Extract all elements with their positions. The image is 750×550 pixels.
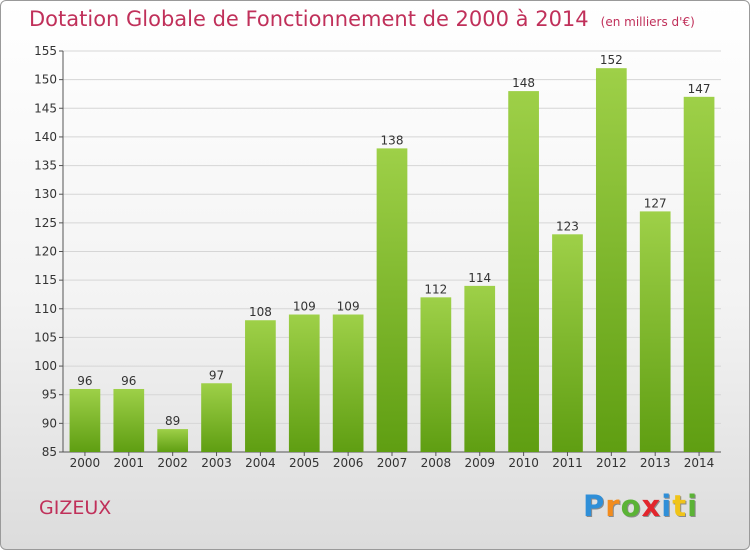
bar-value-label: 97: [209, 368, 224, 382]
x-tick-label: 2014: [684, 456, 715, 470]
x-tick-label: 2008: [421, 456, 452, 470]
logo-letter: P: [583, 489, 606, 523]
y-tick-label: 90: [42, 416, 57, 430]
x-tick-label: 2006: [333, 456, 364, 470]
x-tick-label: 2009: [464, 456, 495, 470]
y-tick-label: 140: [34, 130, 57, 144]
x-tick-label: 2005: [289, 456, 320, 470]
y-tick-label: 100: [34, 359, 57, 373]
bar: [639, 211, 671, 452]
y-tick-label: 85: [42, 445, 57, 459]
bar-value-label: 109: [337, 300, 360, 314]
x-tick-label: 2004: [245, 456, 276, 470]
y-tick-label: 155: [34, 44, 57, 58]
bar-value-label: 123: [556, 219, 579, 233]
x-tick-label: 2003: [201, 456, 232, 470]
x-tick-label: 2010: [508, 456, 539, 470]
bar: [201, 383, 232, 452]
bar-value-label: 138: [381, 133, 404, 147]
x-tick-label: 2000: [70, 456, 101, 470]
bar: [113, 388, 145, 452]
bar: [376, 148, 408, 452]
bar: [595, 68, 627, 452]
x-tick-label: 2001: [114, 456, 145, 470]
y-tick-label: 130: [34, 187, 57, 201]
chart-title-text: Dotation Globale de Fonctionnement de 20…: [29, 7, 589, 31]
y-tick-label: 150: [34, 73, 57, 87]
bar: [552, 234, 583, 452]
bar: [69, 388, 101, 452]
logo-letter: x: [641, 489, 662, 523]
y-tick-label: 120: [34, 245, 57, 259]
x-tick-label: 2012: [596, 456, 627, 470]
proxiti-logo: Proxiti: [583, 489, 698, 523]
y-tick-label: 115: [34, 273, 57, 287]
logo-letter: o: [620, 489, 642, 523]
y-tick-label: 145: [34, 101, 57, 115]
bar-value-label: 96: [77, 374, 92, 388]
bar-value-label: 89: [165, 414, 180, 428]
y-tick-label: 105: [34, 330, 57, 344]
bar: [464, 285, 496, 452]
logo-letter: i: [661, 489, 673, 523]
bar: [420, 297, 452, 452]
logo-letter: i: [687, 489, 699, 523]
logo-letter: t: [672, 489, 688, 523]
bar-value-label: 147: [688, 82, 711, 96]
x-tick-label: 2007: [377, 456, 408, 470]
bar-value-label: 114: [468, 271, 491, 285]
bar-value-label: 109: [293, 300, 316, 314]
chart-title: Dotation Globale de Fonctionnement de 20…: [29, 7, 695, 31]
y-tick-label: 135: [34, 159, 57, 173]
bar-value-label: 152: [600, 53, 623, 67]
chart-subtitle: (en milliers d'€): [600, 15, 695, 29]
bar: [508, 91, 539, 452]
bar-value-label: 96: [121, 374, 136, 388]
x-tick-label: 2011: [552, 456, 583, 470]
y-tick-label: 125: [34, 216, 57, 230]
bar: [157, 429, 189, 452]
y-tick-label: 95: [42, 388, 57, 402]
bar-value-label: 108: [249, 305, 272, 319]
bar-value-label: 112: [424, 282, 447, 296]
bar: [245, 320, 276, 452]
logo-letter: r: [605, 489, 621, 523]
y-tick-label: 110: [34, 302, 57, 316]
bar: [683, 96, 715, 452]
x-tick-label: 2013: [640, 456, 671, 470]
bar-value-label: 148: [512, 76, 535, 90]
bar: [288, 314, 320, 452]
bar-value-label: 127: [644, 196, 667, 210]
bar: [332, 314, 364, 452]
x-tick-label: 2002: [157, 456, 188, 470]
commune-name: GIZEUX: [39, 497, 112, 519]
